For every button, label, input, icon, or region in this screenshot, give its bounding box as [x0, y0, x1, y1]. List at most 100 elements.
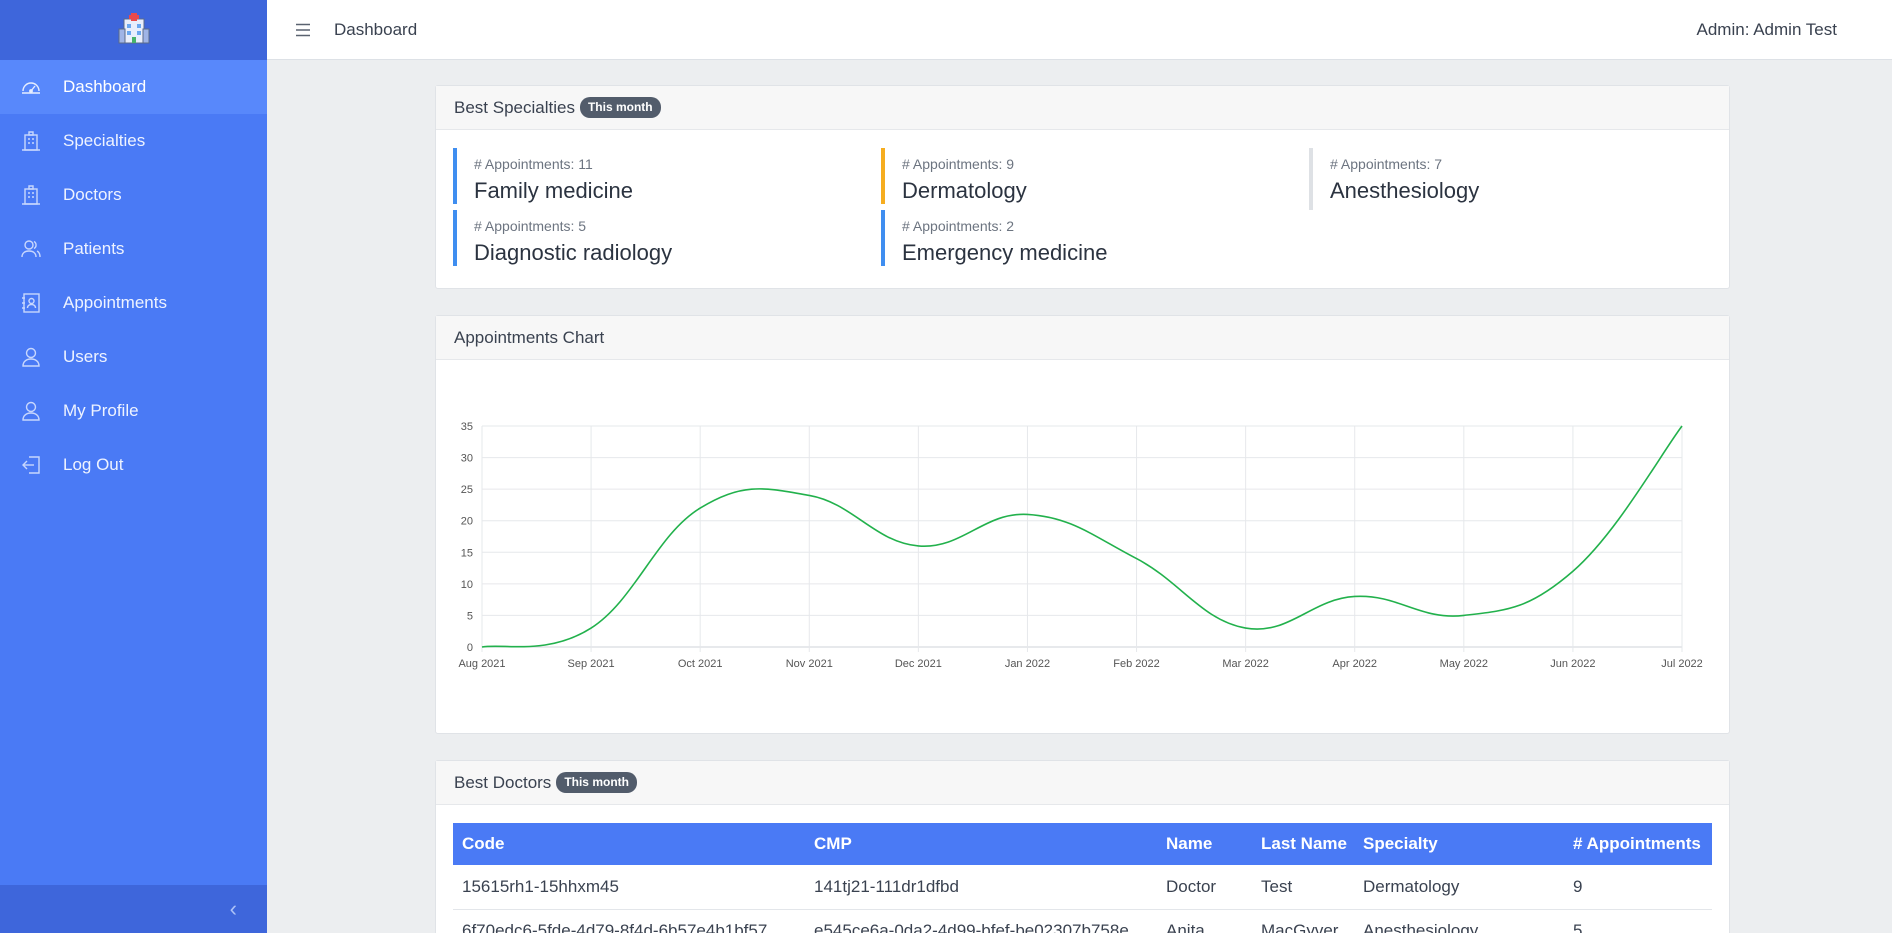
user-icon [20, 346, 42, 368]
sidebar-brand[interactable] [0, 0, 267, 60]
column-header[interactable]: Specialty [1363, 834, 1438, 853]
y-tick-label: 30 [461, 453, 473, 465]
table-row[interactable]: 6f70edc6-5fde-4d79-8f4d-6b57e4b1bf57 e54… [453, 909, 1712, 933]
specialty-name: Dermatology [902, 178, 1027, 203]
sidebar-item-label: Users [63, 347, 108, 366]
y-tick-label: 35 [461, 421, 473, 433]
sidebar-item-logout[interactable]: Log Out [0, 438, 267, 492]
gauge-icon [20, 76, 42, 98]
cell-code: 6f70edc6-5fde-4d79-8f4d-6b57e4b1bf57 [453, 909, 805, 933]
sidebar-collapse-button[interactable]: ‹ [0, 885, 267, 933]
table-row[interactable]: 15615rh1-15hhxm45 141tj21-111dr1dfbd Doc… [453, 865, 1712, 910]
x-tick-label: Dec 2021 [895, 658, 942, 670]
column-header[interactable]: Name [1166, 834, 1213, 853]
specialty-stat: # Appointments: 9 Dermatology [881, 148, 1301, 204]
building-icon [20, 184, 42, 206]
series-line [481, 425, 1683, 648]
sidebar-item-label: Specialties [63, 131, 146, 150]
x-tick-label: Nov 2021 [786, 658, 833, 670]
cell-specialty: Dermatology [1354, 865, 1564, 910]
users-icon [20, 238, 42, 260]
sidebar-item-label: My Profile [63, 401, 139, 420]
specialty-name: Diagnostic radiology [474, 240, 673, 265]
specialty-count: # Appointments: 7 [1330, 156, 1443, 172]
cell-name: Doctor [1157, 865, 1252, 910]
sidebar-item-label: Appointments [63, 293, 167, 312]
specialty-count: # Appointments: 2 [902, 218, 1015, 234]
y-tick-label: 20 [461, 516, 473, 528]
card-header: Appointments Chart [436, 316, 1729, 360]
menu-toggle-icon[interactable] [294, 21, 312, 39]
x-tick-label: Jan 2022 [1005, 658, 1050, 670]
specialty-name: Family medicine [474, 178, 633, 203]
card-title: Appointments Chart [454, 327, 605, 347]
y-tick-label: 25 [461, 484, 473, 496]
period-badge: This month [579, 97, 661, 118]
specialties-grid: # Appointments: 11 Family medicine # App… [436, 130, 1729, 288]
x-tick-label: Aug 2021 [458, 658, 505, 670]
chart-area: 0 5 10 15 20 25 30 35 Aug 2021 Sep 2021 Oct 2021 No… [436, 360, 1729, 733]
column-header[interactable]: Code [462, 834, 505, 853]
x-tick-label: Jul 2022 [1661, 658, 1703, 670]
column-header[interactable]: CMP [814, 834, 852, 853]
specialty-name: Emergency medicine [902, 240, 1108, 265]
hospital-logo[interactable] [117, 11, 151, 50]
sidebar-item-label: Patients [63, 239, 125, 258]
cell-last-name: Test [1252, 865, 1354, 910]
sidebar-item-dashboard[interactable]: Dashboard [0, 60, 267, 114]
specialty-stat: # Appointments: 7 Anesthesiology [1309, 148, 1729, 210]
cell-appointments: 5 [1564, 909, 1712, 933]
card-header: Best Specialties This month [436, 86, 1729, 130]
sidebar-item-appointments[interactable]: Appointments [0, 276, 267, 330]
y-tick-label: 0 [467, 642, 473, 654]
x-tick-label: Mar 2022 [1222, 658, 1268, 670]
y-tick-label: 10 [461, 579, 473, 591]
specialty-count: # Appointments: 11 [474, 156, 593, 172]
sidebar-item-doctors[interactable]: Doctors [0, 168, 267, 222]
period-badge: This month [556, 772, 637, 793]
best-doctors-card: Best Doctors This month Code CMP Name La… [435, 760, 1730, 933]
user-icon [20, 400, 42, 422]
best-doctors-table: Code CMP Name Last Name Specialty # Appo… [453, 823, 1712, 933]
cell-code: 15615rh1-15hhxm45 [453, 865, 805, 910]
card-title: Best Doctors [454, 772, 552, 792]
cell-name: Anita [1157, 909, 1252, 933]
specialty-name: Anesthesiology [1330, 178, 1480, 203]
card-title: Best Specialties [454, 97, 575, 117]
specialty-count: # Appointments: 9 [902, 156, 1015, 172]
best-specialties-card: Best Specialties This month # Appointmen… [435, 85, 1730, 289]
contact-book-icon [20, 292, 42, 314]
x-tick-label: Feb 2022 [1113, 658, 1159, 670]
sidebar-item-label: Log Out [63, 455, 124, 474]
cell-last-name: MacGyver [1252, 909, 1354, 933]
specialty-count: # Appointments: 5 [474, 218, 587, 234]
sidebar-item-users[interactable]: Users [0, 330, 267, 384]
appointments-chart-card: Appointments Chart 0 5 10 15 20 25 30 35 Aug 202… [435, 315, 1730, 734]
logout-icon [20, 454, 42, 476]
card-header: Best Doctors This month [436, 761, 1729, 805]
column-header[interactable]: # Appointments [1573, 834, 1701, 853]
topbar: Dashboard Admin: Admin Test [267, 0, 1892, 60]
column-header[interactable]: Last Name [1261, 834, 1347, 853]
table-header-row: Code CMP Name Last Name Specialty # Appo… [453, 823, 1712, 865]
y-tick-label: 15 [461, 547, 473, 559]
breadcrumb[interactable]: Dashboard [334, 19, 418, 39]
sidebar-item-specialties[interactable]: Specialties [0, 114, 267, 168]
user-menu[interactable]: Admin: Admin Test [1696, 19, 1837, 39]
sidebar: Dashboard Specialties Doctors Patients A… [0, 0, 267, 933]
sidebar-item-label: Doctors [63, 185, 122, 204]
sidebar-item-label: Dashboard [63, 77, 147, 96]
specialty-stat: # Appointments: 2 Emergency medicine [881, 210, 1301, 266]
x-tick-label: Sep 2021 [568, 658, 615, 670]
x-tick-label: Jun 2022 [1550, 658, 1595, 670]
appointments-line-chart: 0 5 10 15 20 25 30 35 Aug 2021 Sep 2021 Oct 2021 No… [458, 421, 1703, 670]
x-tick-label: Oct 2021 [678, 658, 723, 670]
sidebar-item-patients[interactable]: Patients [0, 222, 267, 276]
y-tick-label: 5 [467, 610, 473, 622]
x-tick-label: Apr 2022 [1332, 658, 1377, 670]
specialty-stat: # Appointments: 5 Diagnostic radiology [453, 210, 873, 266]
x-tick-label: May 2022 [1440, 658, 1488, 670]
sidebar-item-my-profile[interactable]: My Profile [0, 384, 267, 438]
cell-cmp: e545ce6a-0da2-4d99-bfef-be02307b758e [805, 909, 1157, 933]
cell-specialty: Anesthesiology [1354, 909, 1564, 933]
